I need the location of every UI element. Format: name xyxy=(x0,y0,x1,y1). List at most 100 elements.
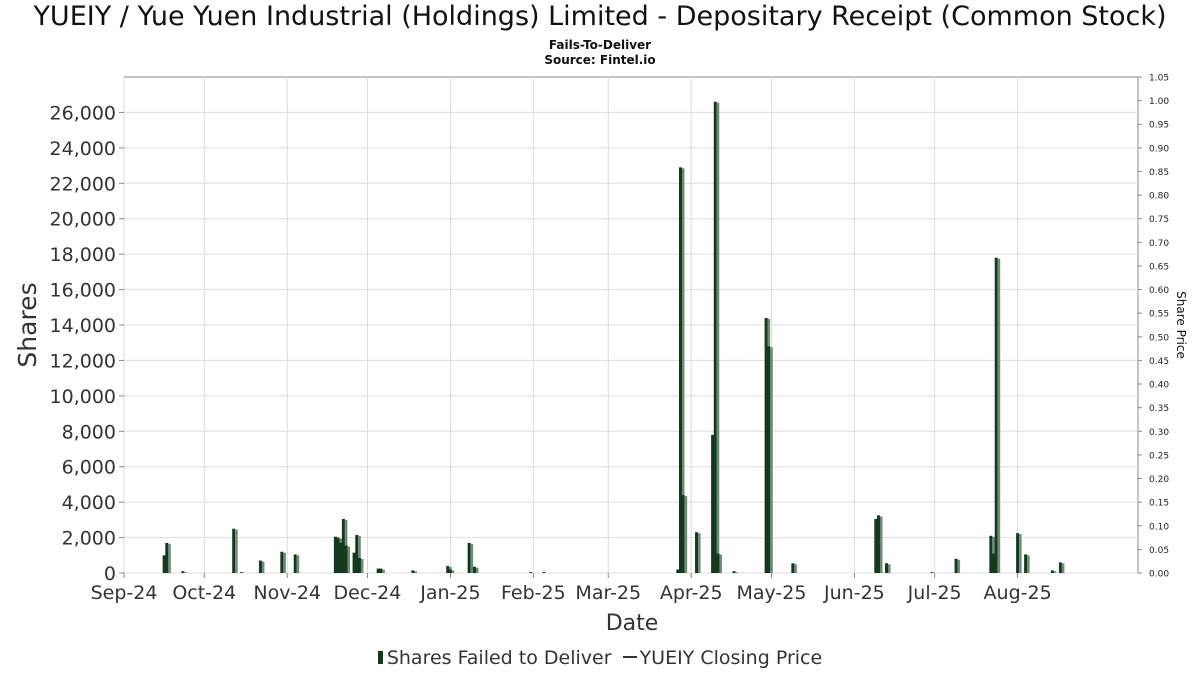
fails-bar-shadow xyxy=(1027,555,1030,573)
y2-tick-label: 0.45 xyxy=(1149,357,1169,367)
fails-bar xyxy=(989,535,993,573)
y2-tick-label: 0.70 xyxy=(1149,239,1169,249)
fails-bar xyxy=(676,569,680,573)
fails-bar-shadow xyxy=(794,564,797,573)
y2-tick-label: 1.00 xyxy=(1149,97,1169,107)
fails-bar-shadow xyxy=(1019,534,1022,573)
x-axis-label: Date xyxy=(606,611,659,636)
y2-tick-label: 0.35 xyxy=(1149,404,1169,414)
fails-bar-shadow xyxy=(684,496,688,573)
y2-tick-label: 0.15 xyxy=(1149,499,1169,509)
gridlines xyxy=(123,77,1138,574)
fails-bar xyxy=(472,566,476,573)
fails-bar xyxy=(713,101,717,574)
fails-bar xyxy=(181,571,185,573)
y-tick-label: 16,000 xyxy=(50,280,116,302)
fails-bar-shadow xyxy=(888,564,891,573)
y2-tick-label: 0.40 xyxy=(1149,381,1169,391)
y-tick-label: 24,000 xyxy=(50,138,116,160)
fails-bar-shadow xyxy=(719,554,722,573)
y-tick-label: 20,000 xyxy=(50,209,116,231)
y-tick-label: 14,000 xyxy=(50,315,116,337)
fails-bar-shadow xyxy=(296,555,300,573)
fails-bar xyxy=(232,528,236,573)
fails-bar xyxy=(542,572,546,573)
fails-bar xyxy=(716,553,720,573)
fails-bar-shadow xyxy=(770,347,773,573)
y-tick-label: 2,000 xyxy=(62,528,116,550)
y2-tick-label: 0.60 xyxy=(1149,286,1169,296)
fails-bar-shadow xyxy=(475,567,479,573)
legend-label-fails: Shares Failed to Deliver xyxy=(386,647,612,669)
fails-bar-shadow xyxy=(1061,563,1065,573)
fails-bar xyxy=(681,495,685,573)
fails-bar xyxy=(411,570,415,573)
chart-subtitle-fails: Fails-To-Deliver xyxy=(548,38,652,52)
legend-swatch-fails xyxy=(377,651,383,664)
y-tick-label: 8,000 xyxy=(62,421,116,443)
fails-bar xyxy=(339,542,343,573)
y2-tick-label: 0.20 xyxy=(1149,475,1169,485)
fails-bar-shadow xyxy=(283,552,286,573)
y2-tick-label: 0.00 xyxy=(1149,570,1169,580)
y-tick-label: 4,000 xyxy=(62,492,116,514)
y-tick-label: 22,000 xyxy=(50,173,116,195)
fails-bar xyxy=(876,515,880,573)
fails-bar xyxy=(711,434,715,573)
bar-series xyxy=(162,101,1065,574)
y-tick-label: 12,000 xyxy=(50,350,116,372)
y2-axis-label: Share Price xyxy=(1174,291,1188,359)
y-tick-label: 26,000 xyxy=(50,102,116,124)
fails-bar-shadow xyxy=(358,535,361,573)
y-tick-label: 6,000 xyxy=(62,457,116,479)
y-tick-label: 0 xyxy=(104,563,116,585)
fails-bar-shadow xyxy=(184,572,187,573)
legend-label-price: YUEIY Closing Price xyxy=(639,647,823,669)
x-tick-label: Feb-25 xyxy=(501,582,566,604)
fails-bar xyxy=(293,554,297,573)
fails-bar-shadow xyxy=(235,529,238,573)
fails-bar xyxy=(954,558,958,573)
x-tick-label: Apr-25 xyxy=(660,582,723,604)
fails-bar-shadow xyxy=(1053,571,1057,573)
fails-bar xyxy=(258,560,262,573)
fails-bar-shadow xyxy=(451,570,455,573)
x-tick-label: Mar-25 xyxy=(575,582,641,604)
fails-bar xyxy=(376,568,380,573)
fails-bar-shadow xyxy=(261,561,265,573)
fails-bar xyxy=(1024,554,1028,573)
fails-bar xyxy=(357,557,361,573)
y-axis-label: Shares xyxy=(13,282,42,367)
x-tick-label: Aug-25 xyxy=(984,582,1052,604)
x-tick-label: Nov-24 xyxy=(253,582,321,604)
x-tick-label: May-25 xyxy=(736,582,806,604)
fails-bar xyxy=(165,542,169,573)
y-axis-left: 0 2,000 4,000 6,000 8,000 10,000 12,000 14,000 1… xyxy=(50,102,124,585)
fails-bar-shadow xyxy=(735,572,739,573)
y2-tick-label: 0.75 xyxy=(1149,215,1169,225)
fails-bar xyxy=(930,572,934,573)
y2-tick-label: 0.65 xyxy=(1149,262,1169,272)
fails-bar xyxy=(874,518,878,573)
fails-bar-shadow xyxy=(414,571,417,573)
y2-tick-label: 0.10 xyxy=(1149,522,1169,532)
fails-bar xyxy=(341,518,345,573)
fails-bar xyxy=(467,542,471,573)
y2-tick-label: 0.05 xyxy=(1149,546,1169,556)
y2-tick-label: 0.25 xyxy=(1149,451,1169,461)
fails-bar xyxy=(764,317,768,573)
fails-bar xyxy=(162,555,166,573)
fails-bar xyxy=(885,563,889,573)
y2-tick-label: 0.30 xyxy=(1149,428,1169,438)
fails-bar xyxy=(336,537,340,573)
fails-bar xyxy=(379,568,383,573)
y2-tick-label: 0.55 xyxy=(1149,310,1169,320)
x-tick-label: Dec-24 xyxy=(334,582,402,604)
fails-bar-shadow xyxy=(698,533,701,573)
y2-tick-label: 0.90 xyxy=(1149,144,1169,154)
fails-bar xyxy=(1050,570,1054,573)
y2-tick-label: 0.80 xyxy=(1149,192,1169,202)
fails-bar xyxy=(333,536,337,573)
fails-bar xyxy=(1016,533,1020,573)
